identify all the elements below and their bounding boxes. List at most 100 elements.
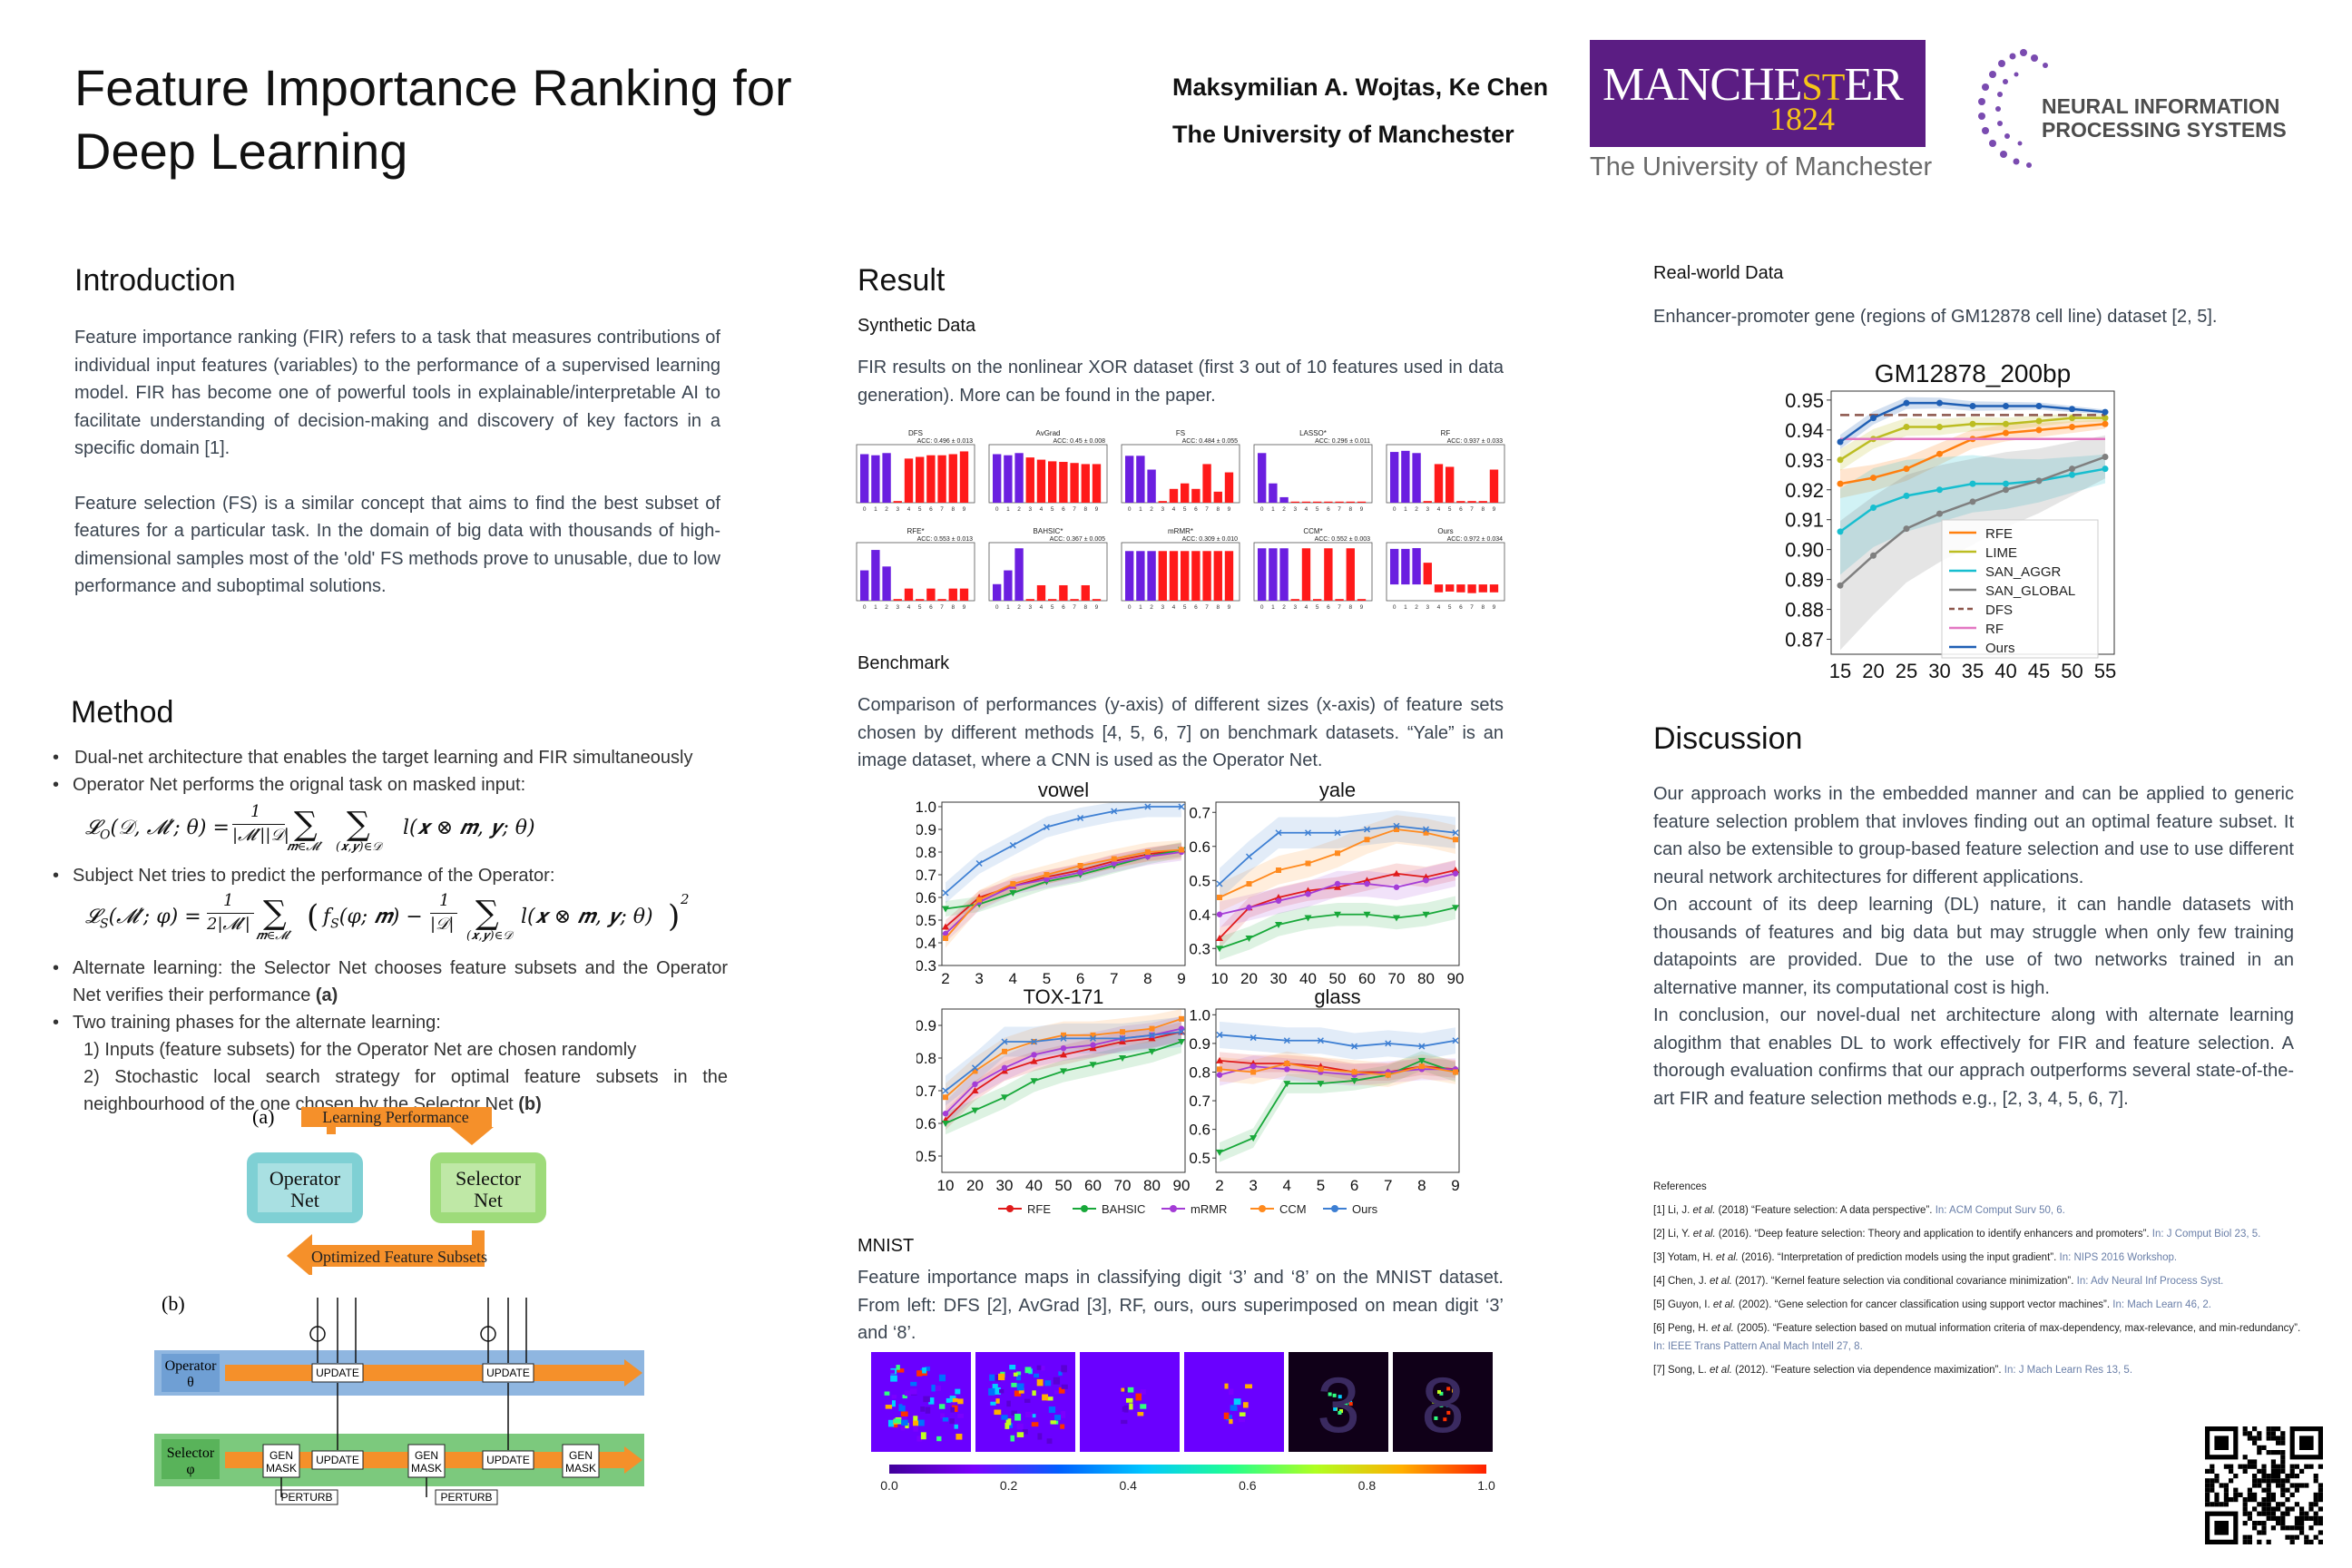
heat-cell bbox=[1016, 1376, 1022, 1381]
bar bbox=[1136, 456, 1145, 503]
svg-text:Net: Net bbox=[290, 1189, 319, 1211]
bar bbox=[1434, 464, 1444, 503]
data-point bbox=[1423, 877, 1429, 884]
heat-cell bbox=[1127, 1387, 1134, 1393]
reference-item: [4] Chen, J. et al. (2017). “Kernel feat… bbox=[1653, 1276, 2224, 1287]
legend-label: SAN_AGGR bbox=[1985, 564, 2062, 580]
svg-text:UPDATE: UPDATE bbox=[486, 1454, 530, 1466]
qr-module bbox=[2205, 1492, 2210, 1497]
data-point bbox=[1144, 803, 1152, 810]
qr-module bbox=[2299, 1530, 2305, 1535]
tick-label: 5 bbox=[1183, 604, 1187, 610]
x-tick: 30 bbox=[996, 1177, 1014, 1194]
bar bbox=[1048, 599, 1057, 601]
bar bbox=[1313, 501, 1322, 503]
heat-cell bbox=[885, 1405, 893, 1409]
qr-module bbox=[2261, 1474, 2267, 1479]
qr-module bbox=[2276, 1478, 2281, 1484]
qr-module bbox=[2308, 1515, 2314, 1521]
qr-module bbox=[2247, 1459, 2252, 1465]
subplot-title: yale bbox=[1319, 779, 1356, 801]
panel-frame bbox=[1386, 542, 1505, 602]
qr-module bbox=[2270, 1497, 2276, 1503]
qr-module bbox=[2229, 1497, 2234, 1503]
data-point bbox=[1001, 1094, 1008, 1102]
heat-cell bbox=[917, 1419, 925, 1426]
qr-module bbox=[2261, 1445, 2267, 1450]
qr-module bbox=[2257, 1502, 2262, 1507]
heat-cell bbox=[989, 1374, 995, 1381]
qr-module bbox=[2285, 1506, 2290, 1512]
heat-cell bbox=[1001, 1415, 1008, 1420]
bar bbox=[1014, 548, 1024, 601]
data-point bbox=[1452, 905, 1459, 912]
qr-module bbox=[2276, 1468, 2281, 1474]
diagram-a: (a) Learning Performance Operator Net Se… bbox=[247, 1105, 546, 1275]
data-point bbox=[1031, 1052, 1037, 1058]
heat-cell bbox=[1125, 1397, 1133, 1403]
heat-cell bbox=[1048, 1406, 1056, 1414]
data-point bbox=[1936, 486, 1943, 494]
heat-cell bbox=[1432, 1399, 1436, 1404]
legend-marker bbox=[1331, 1205, 1338, 1212]
heat-cell bbox=[999, 1388, 1004, 1394]
qr-module bbox=[2261, 1525, 2267, 1531]
y-tick: 0.95 bbox=[1785, 389, 1824, 412]
bar bbox=[882, 566, 891, 601]
x-tick: 40 bbox=[1025, 1177, 1043, 1194]
tick-label: 0 bbox=[1128, 506, 1132, 513]
qr-module bbox=[2285, 1525, 2290, 1531]
panel-acc: ACC: 0.553 ± 0.013 bbox=[917, 536, 974, 543]
tick-label: 3 bbox=[896, 506, 899, 513]
bar bbox=[1456, 501, 1465, 503]
qr-module bbox=[2247, 1464, 2252, 1469]
operator-loss-formula: 𝓛O(𝒟, 𝓜′; θ) = 1 |𝓜′||𝒟| ∑ 𝒎∈𝓜′ ∑ (𝒙,𝒚)∈… bbox=[85, 802, 535, 854]
qr-code-icon[interactable] bbox=[2205, 1426, 2323, 1544]
y-tick: 0.88 bbox=[1785, 599, 1824, 622]
data-point bbox=[1334, 911, 1341, 918]
qr-module bbox=[2247, 1487, 2252, 1493]
qr-module bbox=[2299, 1525, 2305, 1531]
qr-module bbox=[2210, 1468, 2215, 1474]
heat-cell bbox=[902, 1394, 907, 1399]
bar bbox=[1081, 584, 1090, 601]
qr-module bbox=[2214, 1492, 2220, 1497]
panel-acc: ACC: 0.309 ± 0.010 bbox=[1182, 536, 1239, 543]
method-bullet-5: Two training phases for the alternate le… bbox=[53, 1009, 728, 1036]
y-tick: 0.3 bbox=[916, 957, 936, 975]
data-point bbox=[1216, 911, 1223, 917]
legend-marker bbox=[1006, 1205, 1014, 1212]
data-point bbox=[1275, 897, 1282, 904]
bar bbox=[959, 588, 969, 601]
bar bbox=[1412, 548, 1421, 585]
data-point bbox=[971, 1087, 979, 1093]
qr-module bbox=[2280, 1440, 2286, 1446]
tick-label: 5 bbox=[1316, 506, 1319, 513]
qr-module bbox=[2242, 1497, 2248, 1503]
qr-module bbox=[2304, 1511, 2309, 1516]
intro-paragraph-1: Feature importance ranking (FIR) refers … bbox=[74, 328, 720, 458]
heat-cell bbox=[1024, 1367, 1032, 1374]
tick-label: 9 bbox=[963, 604, 966, 610]
bar bbox=[1181, 483, 1190, 503]
x-tick: 9 bbox=[1177, 970, 1185, 987]
data-point bbox=[2102, 408, 2109, 416]
qr-module bbox=[2318, 1487, 2323, 1493]
heat-cell bbox=[922, 1367, 926, 1374]
data-point bbox=[943, 1094, 948, 1101]
tick-label: 0 bbox=[1128, 604, 1132, 610]
qr-module bbox=[2299, 1506, 2305, 1512]
qr-module bbox=[2266, 1483, 2271, 1488]
error-band bbox=[1840, 454, 2105, 575]
legend-label: Ours bbox=[1985, 641, 2015, 656]
data-point bbox=[2069, 471, 2075, 478]
y-tick: 0.7 bbox=[916, 867, 936, 884]
heat-cell bbox=[1233, 1398, 1241, 1406]
qr-module bbox=[2223, 1502, 2229, 1507]
title-line-2: Deep Learning bbox=[74, 122, 408, 180]
qr-module bbox=[2266, 1511, 2271, 1516]
data-point bbox=[1453, 1069, 1458, 1075]
bar bbox=[1070, 463, 1079, 503]
bar bbox=[1301, 548, 1311, 601]
qr-module bbox=[2247, 1534, 2252, 1540]
